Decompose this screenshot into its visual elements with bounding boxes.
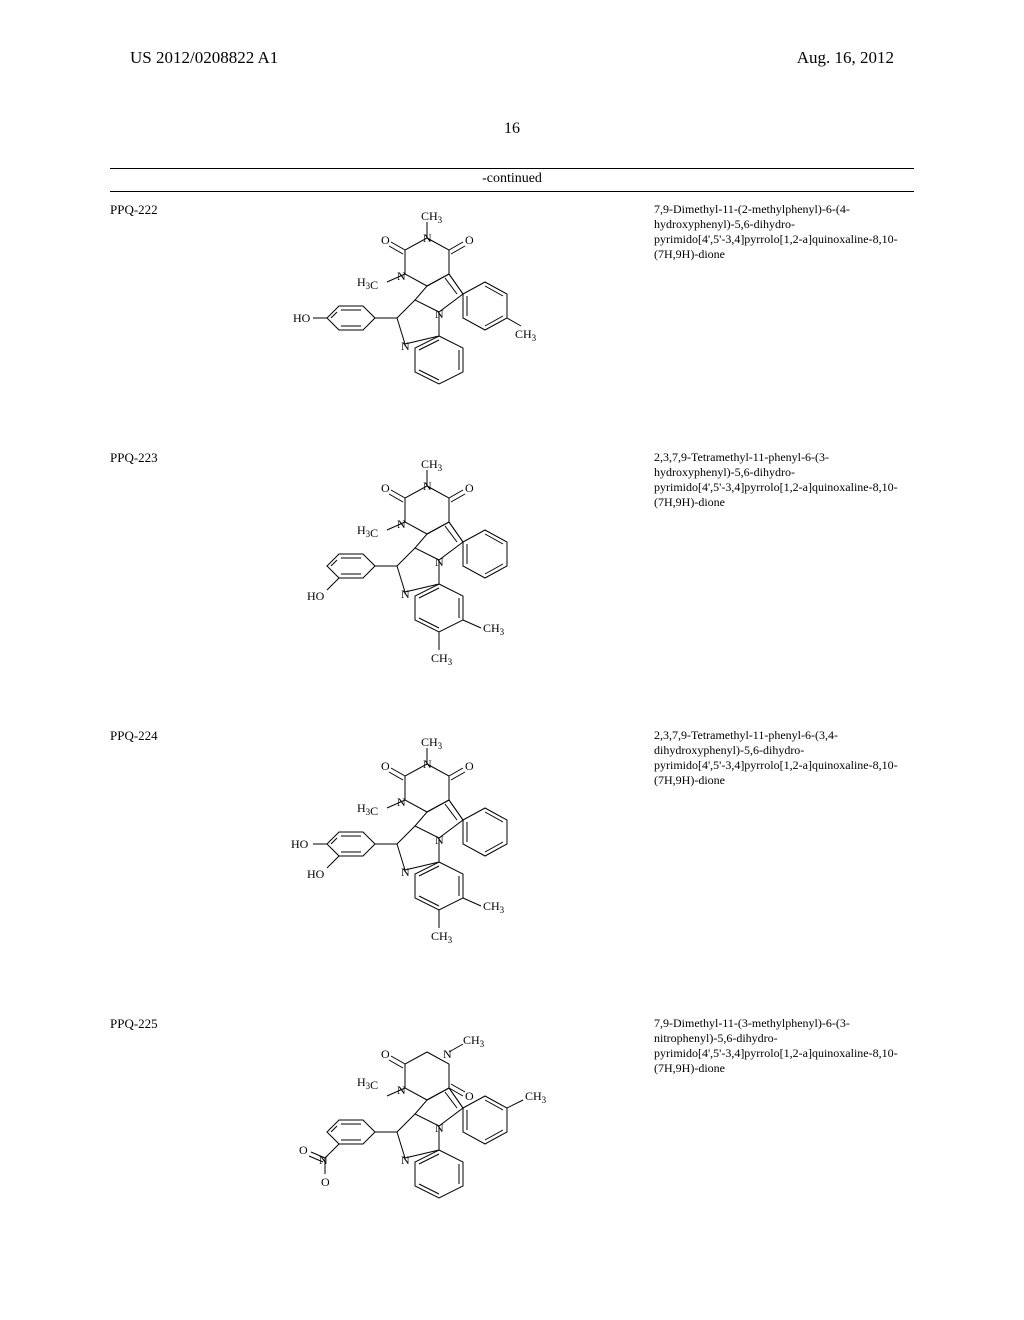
svg-text:H3C: H3C (357, 1075, 378, 1092)
compound-name: 2,3,7,9-Tetramethyl-11-phenyl-6-(3,4-dih… (654, 726, 914, 788)
svg-text:CH3: CH3 (421, 457, 443, 473)
svg-text:N: N (397, 795, 406, 809)
svg-text:N: N (401, 587, 410, 601)
compound-structure: CH3 N O O H3C N N (200, 726, 654, 996)
svg-text:H3C: H3C (357, 801, 378, 818)
table-row: PPQ-223 CH3 N O O H3C N (110, 440, 914, 718)
svg-text:O: O (381, 481, 390, 495)
svg-text:N: N (397, 269, 406, 283)
compound-table: -continued PPQ-222 CH3 N O (110, 168, 914, 1264)
compound-name: 2,3,7,9-Tetramethyl-11-phenyl-6-(3-hydro… (654, 448, 914, 510)
svg-text:H3C: H3C (357, 275, 378, 292)
svg-text:N: N (401, 339, 410, 353)
table-row: PPQ-222 CH3 N O O H3C N (110, 192, 914, 440)
svg-text:O: O (465, 481, 474, 495)
svg-text:CH3: CH3 (431, 651, 453, 667)
svg-text:N: N (443, 1047, 452, 1061)
compound-id: PPQ-223 (110, 448, 200, 466)
compound-id: PPQ-224 (110, 726, 200, 744)
svg-text:O: O (381, 233, 390, 247)
svg-text:N: N (423, 479, 432, 493)
compound-structure: CH3 N O O H3C N CH3 N (200, 1014, 654, 1254)
svg-text:CH3: CH3 (483, 899, 505, 915)
svg-text:N: N (423, 231, 432, 245)
compound-id: PPQ-225 (110, 1014, 200, 1032)
svg-text:HO: HO (307, 589, 325, 603)
svg-text:CH3: CH3 (421, 735, 443, 751)
svg-text:O: O (465, 759, 474, 773)
svg-text:N: N (401, 865, 410, 879)
compound-structure: CH3 N O O H3C N CH3 N (200, 200, 654, 430)
svg-text:N: N (423, 757, 432, 771)
svg-text:O: O (321, 1175, 330, 1189)
svg-text:HO: HO (293, 311, 311, 325)
svg-text:N: N (401, 1153, 410, 1167)
page-number: 16 (0, 120, 1024, 138)
svg-text:O: O (465, 233, 474, 247)
svg-text:N: N (397, 1083, 406, 1097)
svg-text:HO: HO (291, 837, 309, 851)
svg-text:HO: HO (307, 867, 325, 881)
svg-text:CH3: CH3 (431, 929, 453, 945)
table-row: PPQ-224 CH3 N O O H3C N (110, 718, 914, 1006)
svg-text:CH3: CH3 (421, 209, 443, 225)
svg-text:O: O (465, 1089, 474, 1103)
svg-text:N: N (319, 1153, 328, 1167)
svg-text:O: O (381, 1047, 390, 1061)
svg-text:N: N (397, 517, 406, 531)
svg-text:CH3: CH3 (463, 1033, 485, 1049)
compound-name: 7,9-Dimethyl-11-(3-methylphenyl)-6-(3-ni… (654, 1014, 914, 1076)
publication-number: US 2012/0208822 A1 (130, 48, 278, 68)
continued-label: -continued (110, 169, 914, 191)
svg-text:CH3: CH3 (515, 327, 537, 343)
svg-text:O: O (299, 1143, 308, 1157)
compound-id: PPQ-222 (110, 200, 200, 218)
compound-name: 7,9-Dimethyl-11-(2-methylphenyl)-6-(4-hy… (654, 200, 914, 262)
publication-date: Aug. 16, 2012 (797, 48, 894, 68)
compound-structure: CH3 N O O H3C N N (200, 448, 654, 708)
svg-text:CH3: CH3 (483, 621, 505, 637)
svg-text:O: O (381, 759, 390, 773)
table-row: PPQ-225 CH3 N O O H3C N (110, 1006, 914, 1264)
svg-text:H3C: H3C (357, 523, 378, 540)
svg-text:CH3: CH3 (525, 1089, 547, 1105)
